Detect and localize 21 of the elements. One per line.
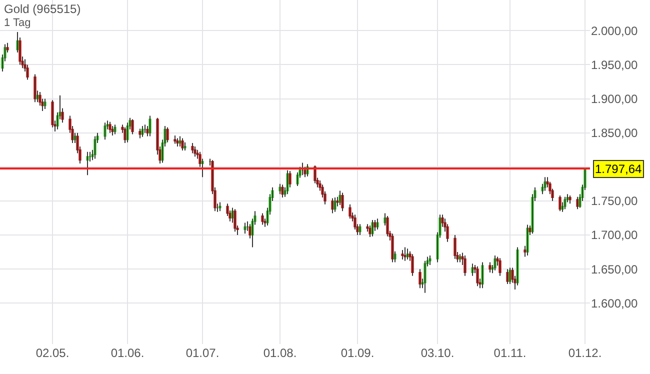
y-tick-label: 1.650,00 xyxy=(591,262,638,276)
x-tick-label: 01.07. xyxy=(186,346,220,360)
candlestick xyxy=(218,202,222,212)
x-tick-label: 01.06. xyxy=(110,346,144,360)
y-tick-label: 1.750,00 xyxy=(591,194,638,208)
y-tick-label: 1.700,00 xyxy=(591,228,638,242)
x-tick-label: 01.12. xyxy=(568,346,602,360)
ref-line-label: 1.797,64 xyxy=(595,162,642,176)
chart-title: Gold (965515) xyxy=(4,2,81,16)
y-tick-label: 1.850,00 xyxy=(591,126,638,140)
x-tick-label: 01.08. xyxy=(263,346,297,360)
candlestick xyxy=(184,142,186,152)
x-tick-label: 03.10. xyxy=(420,346,454,360)
x-tick-label: 01.11. xyxy=(494,346,526,360)
x-tick-label: 01.09. xyxy=(340,346,374,360)
y-tick-label: 1.950,00 xyxy=(591,58,638,72)
x-tick-label: 02.05. xyxy=(36,346,70,360)
y-tick-label: 1.600,00 xyxy=(591,296,638,310)
y-tick-label: 2.000,00 xyxy=(591,24,638,38)
y-tick-label: 1.900,00 xyxy=(591,92,638,106)
text: 1 Tag xyxy=(4,17,31,29)
